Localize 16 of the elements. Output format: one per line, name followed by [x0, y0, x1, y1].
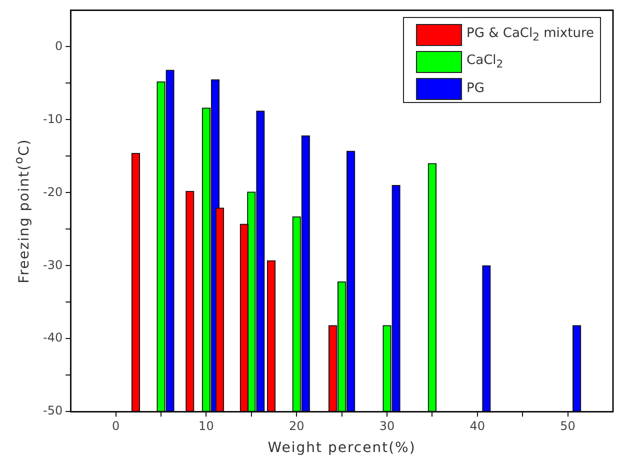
y-tick-label: -20	[42, 184, 63, 199]
legend-label: CaCl$_{2}$	[466, 52, 504, 70]
x-tick-label: 0	[112, 418, 120, 433]
y-tick-label: 0	[54, 38, 63, 53]
y-tick-label: -50	[42, 404, 63, 418]
y-tick-label: -40	[42, 330, 63, 345]
x-tick-label: 20	[288, 418, 304, 433]
legend-label: PG	[466, 81, 484, 96]
x-tick-label: 40	[470, 418, 486, 433]
x-tick-label: 50	[560, 418, 576, 433]
y-tick-label: -10	[42, 112, 63, 126]
x-tick-label: 30	[379, 418, 395, 433]
y-tick-label: -30	[42, 258, 63, 272]
x-tick-label: 10	[198, 418, 214, 433]
x-axis-title: Weight percent(%)	[266, 440, 417, 456]
legend-label: PG & CaCl$_{2}$ mixture	[466, 26, 594, 44]
